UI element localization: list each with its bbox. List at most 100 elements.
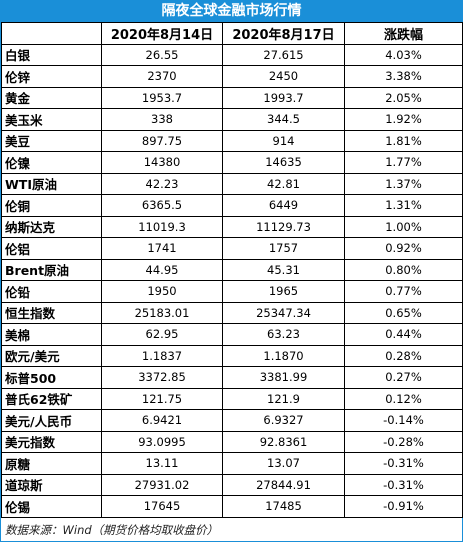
cell: 27931.02	[101, 473, 223, 496]
cell: 3372.85	[101, 366, 223, 389]
row-name: 道琼斯	[1, 473, 102, 496]
title: 隔夜全球金融市场行情	[1, 1, 462, 22]
row-name: WTI原油	[1, 172, 102, 195]
cell: 0.28%	[344, 344, 463, 367]
table-row: 美玉米 338 344.5 1.92%	[1, 108, 463, 131]
header-cell: 2020年8月14日	[101, 22, 223, 45]
cell: 1.31%	[344, 194, 463, 217]
cell: 14380	[101, 151, 223, 174]
row-name: 恒生指数	[1, 301, 102, 324]
cell: 0.44%	[344, 323, 463, 346]
cell: 2370	[101, 65, 223, 88]
table-row: 普氏62铁矿 121.75 121.9 0.12%	[1, 387, 463, 410]
cell: 62.95	[101, 323, 223, 346]
cell: 45.31	[222, 258, 345, 281]
row-name: 伦锡	[1, 495, 102, 518]
table-row: 纳斯达克 11019.3 11129.73 1.00%	[1, 215, 463, 238]
cell: 27.615	[222, 43, 345, 66]
row-name: 美豆	[1, 129, 102, 152]
table-row: 欧元/美元 1.1837 1.1870 0.28%	[1, 344, 463, 367]
cell: 1741	[101, 237, 223, 260]
cell: 44.95	[101, 258, 223, 281]
cell: 121.9	[222, 387, 345, 410]
row-name: 普氏62铁矿	[1, 387, 102, 410]
row-name: 黄金	[1, 86, 102, 109]
cell: 13.11	[101, 452, 223, 475]
row-name: 原糖	[1, 452, 102, 475]
cell: 1950	[101, 280, 223, 303]
cell: 1.81%	[344, 129, 463, 152]
cell: 92.8361	[222, 430, 345, 453]
market-table: 2020年8月14日 2020年8月17日 涨跌幅 白银 26.55 27.615 4…	[1, 22, 463, 518]
cell: 914	[222, 129, 345, 152]
table-row: 白银 26.55 27.615 4.03%	[1, 43, 463, 66]
table-row: 伦铅 1950 1965 0.77%	[1, 280, 463, 303]
cell: 338	[101, 108, 223, 131]
cell: 1965	[222, 280, 345, 303]
cell: 3381.99	[222, 366, 345, 389]
cell: 6.9327	[222, 409, 345, 432]
cell: 17485	[222, 495, 345, 518]
table-row: 美元/人民币 6.9421 6.9327 -0.14%	[1, 409, 463, 432]
cell: 42.23	[101, 172, 223, 195]
cell: 6.9421	[101, 409, 223, 432]
table-row: 伦镍 14380 14635 1.77%	[1, 151, 463, 174]
cell: -0.31%	[344, 473, 463, 496]
header-cell: 2020年8月17日	[222, 22, 345, 45]
cell: -0.31%	[344, 452, 463, 475]
cell: 1.1837	[101, 344, 223, 367]
cell: 121.75	[101, 387, 223, 410]
cell: 1.00%	[344, 215, 463, 238]
row-name: 美元/人民币	[1, 409, 102, 432]
row-name: 伦锌	[1, 65, 102, 88]
cell: 1757	[222, 237, 345, 260]
cell: 1993.7	[222, 86, 345, 109]
row-name: 纳斯达克	[1, 215, 102, 238]
cell: 1.1870	[222, 344, 345, 367]
table-row: 伦铝 1741 1757 0.92%	[1, 237, 463, 260]
header-cell	[1, 22, 102, 45]
row-name: 伦铜	[1, 194, 102, 217]
cell: 13.07	[222, 452, 345, 475]
footer: 数据来源：Wind（期货价格均取收盘价）	[5, 523, 219, 537]
row-name: 标普500	[1, 366, 102, 389]
row-name: Brent原油	[1, 258, 102, 281]
table-row: 伦锌 2370 2450 3.38%	[1, 65, 463, 88]
cell: 25347.34	[222, 301, 345, 324]
table-row: 伦锡 17645 17485 -0.91%	[1, 495, 463, 518]
row-name: 欧元/美元	[1, 344, 102, 367]
table-row: 道琼斯 27931.02 27844.91 -0.31%	[1, 473, 463, 496]
cell: 4.03%	[344, 43, 463, 66]
cell: 1.77%	[344, 151, 463, 174]
table-row: WTI原油 42.23 42.81 1.37%	[1, 172, 463, 195]
row-name: 伦镍	[1, 151, 102, 174]
cell: 6365.5	[101, 194, 223, 217]
cell: 63.23	[222, 323, 345, 346]
cell: 0.65%	[344, 301, 463, 324]
header-cell: 涨跌幅	[344, 22, 463, 45]
cell: 897.75	[101, 129, 223, 152]
row-name: 美元指数	[1, 430, 102, 453]
row-name: 白银	[1, 43, 102, 66]
cell: 25183.01	[101, 301, 223, 324]
table-row: 美元指数 93.0995 92.8361 -0.28%	[1, 430, 463, 453]
table-body: 2020年8月14日 2020年8月17日 涨跌幅 白银 26.55 27.615 4…	[1, 22, 463, 518]
cell: 27844.91	[222, 473, 345, 496]
cell: 6449	[222, 194, 345, 217]
cell: 0.92%	[344, 237, 463, 260]
cell: -0.14%	[344, 409, 463, 432]
cell: -0.91%	[344, 495, 463, 518]
table-row: 美豆 897.75 914 1.81%	[1, 129, 463, 152]
cell: 17645	[101, 495, 223, 518]
table-row: 标普500 3372.85 3381.99 0.27%	[1, 366, 463, 389]
cell: 42.81	[222, 172, 345, 195]
row-name: 美棉	[1, 323, 102, 346]
cell: 11019.3	[101, 215, 223, 238]
table-row: 伦铜 6365.5 6449 1.31%	[1, 194, 463, 217]
cell: 1953.7	[101, 86, 223, 109]
row-name: 美玉米	[1, 108, 102, 131]
cell: 14635	[222, 151, 345, 174]
cell: 344.5	[222, 108, 345, 131]
cell: 0.27%	[344, 366, 463, 389]
